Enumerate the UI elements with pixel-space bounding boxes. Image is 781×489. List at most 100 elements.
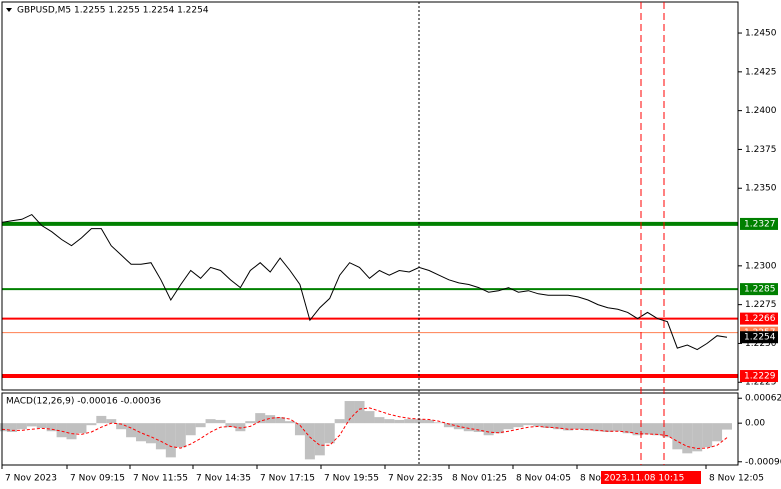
macd-bar: [443, 423, 454, 428]
price-tag: [740, 331, 778, 344]
macd-bar: [66, 423, 77, 440]
macd-bar: [215, 419, 226, 424]
macd-bar: [0, 423, 7, 432]
macd-bar: [275, 417, 286, 424]
macd-bar: [165, 423, 176, 458]
x-tick-label: 8 Nov 04:05: [516, 474, 571, 484]
macd-bar: [16, 423, 27, 430]
x-tick-label: 7 Nov 11:55: [133, 474, 188, 484]
macd-title: MACD(12,26,9) -0.00016 -0.00036: [6, 397, 161, 407]
macd-bar: [155, 423, 166, 450]
chart-title: GBPUSD,M5 1.2255 1.2255 1.2254 1.2254: [17, 6, 209, 16]
macd-bar: [473, 423, 484, 433]
macd-bar: [175, 423, 186, 448]
y-tick-label: 1.2350: [745, 184, 777, 194]
macd-bar: [682, 423, 693, 454]
macd-bar: [126, 423, 137, 438]
cursor-label: 2023.11.08 10:15: [604, 474, 684, 484]
macd-bar: [493, 423, 504, 434]
y-tick-label: 0.00062: [745, 394, 781, 404]
x-tick-label: 7 Nov 17:15: [260, 474, 315, 484]
macd-bar: [702, 423, 713, 448]
macd-bar: [692, 423, 703, 452]
level-tag: [740, 370, 778, 383]
macd-bar: [185, 423, 196, 436]
macd-bar: [384, 419, 395, 424]
level-label: 1.2266: [744, 314, 776, 324]
macd-bar: [414, 419, 425, 424]
y-tick-label: 1.2250: [745, 339, 777, 349]
y-tick-label: 1.2300: [745, 261, 777, 271]
x-tick-label: 7 Nov 2023: [5, 474, 57, 484]
macd-bar: [235, 423, 246, 432]
macd-bar: [106, 419, 117, 424]
macd-bar: [354, 401, 365, 424]
macd-bar: [722, 423, 732, 430]
macd-bar: [205, 419, 216, 424]
macd-bar: [6, 423, 17, 433]
macd-bar: [394, 419, 405, 424]
price-line: [1, 213, 728, 351]
macd-bar: [145, 423, 156, 444]
y-tick-label: 1.2225: [745, 378, 777, 388]
macd-bar: [56, 423, 67, 438]
macd-pane: 0.00062 0.00 -0.00096: [0, 394, 781, 467]
macd-frame: [1, 392, 739, 466]
macd-bar: [96, 415, 107, 424]
macd-bar: [314, 423, 325, 456]
price-frame: [1, 1, 739, 391]
macd-bar: [573, 423, 584, 430]
macd-bar: [285, 421, 296, 424]
x-tick-label: 8 Nov 01:25: [452, 474, 507, 484]
macd-bar: [294, 423, 305, 436]
price-pane: 1.2450 1.2425 1.2400 1.2375 1.2350 1.2300 1.22…: [1, 29, 778, 484]
macd-bar: [433, 422, 444, 424]
macd-bar: [374, 417, 385, 424]
macd-bar: [424, 419, 435, 424]
level-label: 1.2327: [744, 219, 776, 229]
macd-bar: [404, 419, 415, 424]
macd-bar: [602, 423, 613, 433]
macd-bar: [612, 423, 623, 432]
macd-bar: [523, 423, 534, 426]
menu-arrow[interactable]: [6, 8, 12, 12]
macd-bar: [265, 415, 276, 424]
macd-bar: [46, 423, 57, 432]
macd-bar: [324, 423, 335, 444]
macd-bar: [563, 423, 574, 431]
cursor-tag: [601, 471, 701, 484]
y-tick-label: -0.00096: [745, 457, 781, 467]
macd-bar: [76, 423, 87, 434]
x-tick-label: 8 Nov: [580, 474, 607, 484]
macd-bar: [582, 423, 593, 431]
macd-bar: [334, 419, 345, 424]
x-tick-label: 7 Nov 09:15: [70, 474, 125, 484]
macd-bar: [672, 423, 683, 450]
y-tick-label: 1.2425: [745, 67, 777, 77]
y-tick-label: 1.2275: [745, 300, 777, 310]
macd-bar: [513, 423, 524, 428]
macd-bar: [622, 423, 633, 434]
macd-bar: [245, 421, 256, 424]
macd-bar: [533, 423, 544, 427]
level-label: 1.2229: [744, 372, 776, 382]
macd-bar: [463, 423, 474, 432]
x-tick-label: 7 Nov 22:35: [388, 474, 443, 484]
macd-bar: [632, 423, 643, 436]
macd-bar: [662, 423, 673, 438]
macd-bar: [36, 423, 47, 428]
macd-bar: [255, 413, 266, 424]
y-tick-label: 1.2450: [745, 29, 777, 39]
macd-bar: [116, 423, 127, 430]
macd-bar: [543, 423, 554, 428]
macd-bar: [86, 423, 97, 426]
x-tick-label: 8 Nov 12:05: [709, 474, 764, 484]
y-tick-label: 0.00: [745, 419, 765, 429]
macd-bar: [26, 423, 37, 427]
level-tag: [740, 312, 778, 325]
price-label: 1.2254: [744, 333, 776, 343]
macd-bar: [136, 423, 147, 442]
macd-bar: [642, 423, 653, 435]
